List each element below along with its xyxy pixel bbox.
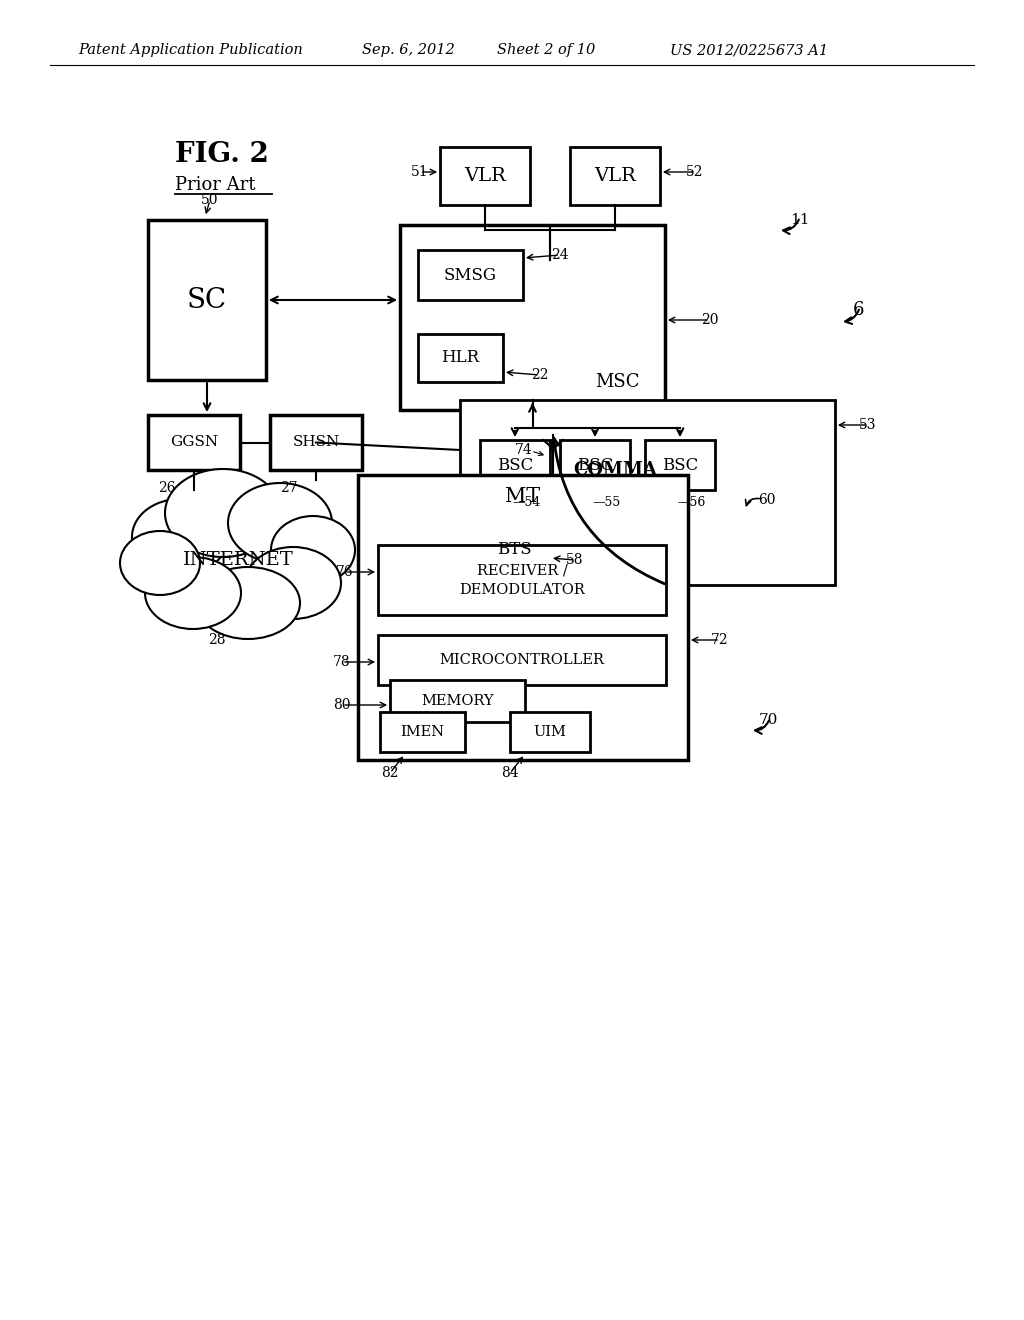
Text: 84: 84 <box>501 766 519 780</box>
Text: 20: 20 <box>701 313 719 327</box>
Ellipse shape <box>271 516 355 583</box>
Bar <box>560 440 630 490</box>
Bar <box>460 400 835 585</box>
Text: 22: 22 <box>531 368 549 381</box>
Text: UIM: UIM <box>534 725 566 739</box>
Text: VLR: VLR <box>464 168 506 185</box>
Text: 6: 6 <box>852 301 864 319</box>
Text: RECEIVER /: RECEIVER / <box>476 564 567 577</box>
Bar <box>480 440 550 490</box>
Ellipse shape <box>196 568 300 639</box>
Text: INTERNET: INTERNET <box>182 550 294 569</box>
Bar <box>390 680 525 722</box>
Bar <box>418 249 523 300</box>
Text: 72: 72 <box>712 634 729 647</box>
Text: SHSN: SHSN <box>293 436 340 450</box>
Bar <box>378 635 666 685</box>
Text: 51: 51 <box>412 165 429 180</box>
Text: 11: 11 <box>791 213 810 227</box>
Text: 78: 78 <box>333 655 351 669</box>
Text: Sheet 2 of 10: Sheet 2 of 10 <box>497 44 595 57</box>
Text: SC: SC <box>187 286 227 314</box>
Text: GGSN: GGSN <box>170 436 218 450</box>
Text: 70: 70 <box>759 713 777 727</box>
Ellipse shape <box>165 469 281 557</box>
Text: BTS: BTS <box>497 540 531 557</box>
Text: 27: 27 <box>280 480 298 495</box>
Text: Sep. 6, 2012: Sep. 6, 2012 <box>362 44 455 57</box>
Text: IMEN: IMEN <box>400 725 444 739</box>
Text: 74: 74 <box>515 444 532 457</box>
Text: US 2012/0225673 A1: US 2012/0225673 A1 <box>670 44 828 57</box>
Ellipse shape <box>228 483 332 564</box>
Text: 60: 60 <box>758 492 775 507</box>
Bar <box>378 545 666 615</box>
Text: 26: 26 <box>158 480 175 495</box>
Text: BSC: BSC <box>577 457 613 474</box>
Bar <box>570 147 660 205</box>
Bar <box>148 414 240 470</box>
Text: Patent Application Publication: Patent Application Publication <box>78 44 303 57</box>
Text: FIG. 2: FIG. 2 <box>175 141 269 169</box>
Text: MEMORY: MEMORY <box>421 694 494 708</box>
Ellipse shape <box>132 499 228 576</box>
Bar <box>645 440 715 490</box>
Text: 76: 76 <box>336 565 354 579</box>
Text: —54: —54 <box>512 495 541 508</box>
Text: HLR: HLR <box>441 350 479 367</box>
Text: —56: —56 <box>677 495 706 508</box>
Bar <box>478 525 550 572</box>
Bar <box>510 711 590 752</box>
Text: —55: —55 <box>592 495 621 508</box>
Bar <box>400 224 665 411</box>
Text: 80: 80 <box>333 698 351 711</box>
Text: 53: 53 <box>859 418 877 432</box>
Text: MICROCONTROLLER: MICROCONTROLLER <box>439 653 604 667</box>
Text: 82: 82 <box>381 766 398 780</box>
Text: 52: 52 <box>686 165 703 180</box>
Text: VLR: VLR <box>594 168 636 185</box>
Text: Prior Art: Prior Art <box>175 176 256 194</box>
Text: DEMODULATOR: DEMODULATOR <box>459 583 585 597</box>
Text: MT: MT <box>506 487 541 507</box>
Ellipse shape <box>120 531 200 595</box>
Text: MSC: MSC <box>595 374 639 391</box>
Bar <box>380 711 465 752</box>
Text: 58: 58 <box>566 553 584 568</box>
Text: SMSG: SMSG <box>444 267 497 284</box>
Text: 50: 50 <box>202 193 219 207</box>
Text: BSC: BSC <box>662 457 698 474</box>
Bar <box>148 220 266 380</box>
Text: 28: 28 <box>208 634 225 647</box>
Bar <box>358 475 688 760</box>
Ellipse shape <box>145 557 241 630</box>
Text: BSC: BSC <box>497 457 534 474</box>
Bar <box>440 147 530 205</box>
Text: COMMA: COMMA <box>573 461 657 479</box>
Bar <box>418 334 503 381</box>
Ellipse shape <box>245 546 341 619</box>
Bar <box>270 414 362 470</box>
Text: 24: 24 <box>551 248 568 261</box>
